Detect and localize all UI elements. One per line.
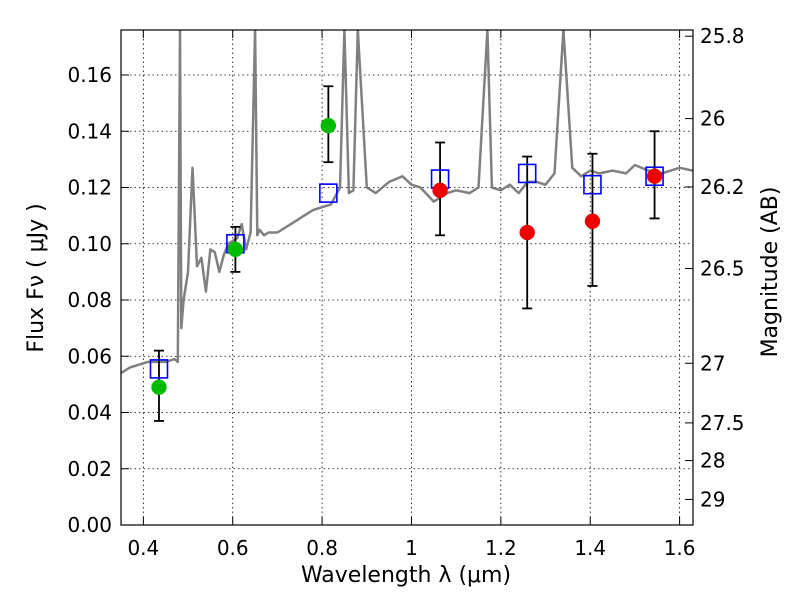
y-tick-label: 0.04 xyxy=(67,401,112,425)
model-band-square xyxy=(149,359,169,379)
y2-tick-label: 25.8 xyxy=(700,24,745,48)
model-band-square xyxy=(517,163,537,184)
y-tick-label: 0.16 xyxy=(67,63,112,87)
y2-tick-label: 26.2 xyxy=(700,175,745,199)
x-axis-label: Wavelength λ (μm) xyxy=(301,563,511,588)
x-tick-label: 1.4 xyxy=(574,536,606,560)
y-tick-label: 0.00 xyxy=(67,513,112,537)
model-spectrum-layer xyxy=(121,30,693,375)
y-tick-label: 0.06 xyxy=(67,344,112,368)
observed-flux-point xyxy=(227,241,244,258)
x-tick-label: 1.2 xyxy=(485,536,517,560)
x-tick-label: 0.8 xyxy=(306,536,338,560)
observed-flux-point xyxy=(646,168,663,184)
observed-flux-point xyxy=(584,213,601,229)
y-tick-label: 0.10 xyxy=(67,232,112,256)
y2-tick-label: 28 xyxy=(700,449,725,473)
x-axis-ticks: 0.4 0.6 0.8 1 1.2 1.4 1.6 xyxy=(127,30,696,560)
observed-flux-point xyxy=(320,117,337,134)
y2-tick-label: 26 xyxy=(700,107,725,131)
x-tick-label: 0.4 xyxy=(127,536,159,560)
y-tick-label: 0.14 xyxy=(67,119,112,143)
y2-tick-label: 26.5 xyxy=(700,257,745,281)
observed-flux-point xyxy=(151,379,167,395)
y2-axis-label: Magnitude (AB) xyxy=(758,187,783,358)
plot-frame xyxy=(120,29,694,526)
y-tick-label: 0.02 xyxy=(67,457,112,481)
model-spectrum-line xyxy=(121,30,693,375)
observed-photometry-markers xyxy=(151,117,663,395)
model-band-square xyxy=(319,183,338,203)
model-band-square xyxy=(645,166,664,187)
model-band-square xyxy=(583,174,602,195)
y2-tick-label: 29 xyxy=(700,487,725,511)
y-tick-label: 0.08 xyxy=(67,288,112,312)
y2-tick-label: 27 xyxy=(700,351,725,375)
x-tick-label: 1.6 xyxy=(664,536,696,560)
y-tick-label: 0.12 xyxy=(67,176,112,200)
y-axis-label: Flux Fν ( μJy ) xyxy=(24,203,49,352)
x-tick-label: 0.6 xyxy=(217,536,249,560)
x-tick-label: 1 xyxy=(405,536,418,560)
y-axis-ticks: 0.00 0.02 0.04 0.06 0.08 0.10 0.12 0.14 0.16 xyxy=(67,63,129,537)
observed-flux-point xyxy=(432,182,448,199)
grid-lines xyxy=(121,30,693,526)
y2-axis-ticks: 25.8 26 26.2 26.5 27 27.5 28 29 xyxy=(685,24,745,511)
observed-flux-point xyxy=(519,224,535,241)
y2-tick-label: 27.5 xyxy=(700,411,745,435)
